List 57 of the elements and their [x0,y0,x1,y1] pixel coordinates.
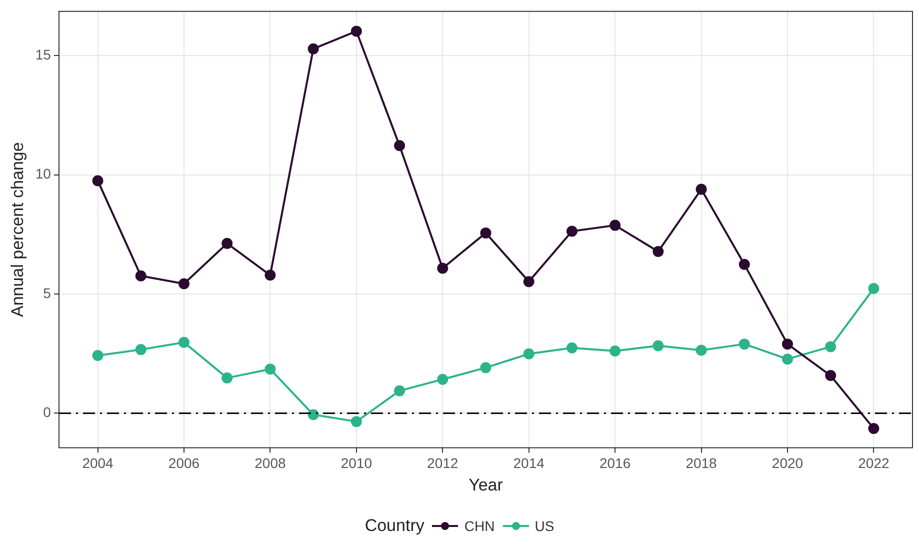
point [264,364,276,375]
point [523,348,534,360]
point [696,344,707,356]
x-tick-label: 2014 [513,455,545,472]
point [350,26,362,37]
y-tick-label: 5 [43,284,52,301]
point [652,340,664,352]
point [782,354,793,365]
x-tick-label: 2004 [82,455,114,472]
point [135,270,146,282]
point [480,362,492,374]
point [825,341,836,352]
point [222,372,233,384]
point [523,276,534,288]
x-tick-label: 2010 [340,455,372,472]
point [437,262,448,274]
point [652,246,664,258]
point [92,175,104,186]
point [178,278,190,290]
point [610,220,621,231]
point [738,258,750,270]
legend-label: US [534,518,554,534]
x-tick-label: 2018 [686,455,718,472]
x-tick-label: 2008 [254,455,286,472]
point [178,336,190,348]
y-axis-title: Annual percent change [8,142,27,318]
point [308,43,319,54]
x-tick-label: 2016 [599,455,631,472]
point [394,140,406,152]
y-tick-label: 15 [35,46,52,62]
point [308,409,319,420]
point [566,342,578,354]
point [868,422,880,434]
legend-title: Country [364,516,424,536]
point [566,226,578,237]
y-tick-label: 10 [35,166,52,182]
point [264,270,276,281]
point [825,370,836,382]
point [480,227,492,238]
point [782,338,793,350]
x-tick-label: 2012 [427,455,458,472]
legend-label: CHN [464,518,495,534]
point [222,238,233,249]
point [92,350,104,362]
x-tick-label: 2022 [858,455,890,472]
y-tick-label: 0 [43,404,52,420]
point [350,416,362,428]
x-tick-label: 2006 [168,455,200,472]
point [868,283,880,294]
point [394,385,406,396]
x-tick-label: 2020 [772,455,804,472]
point [135,344,146,356]
point [738,338,750,350]
point [437,374,448,385]
point [696,184,707,195]
point [610,345,621,356]
x-axis-title: Year [468,475,504,494]
